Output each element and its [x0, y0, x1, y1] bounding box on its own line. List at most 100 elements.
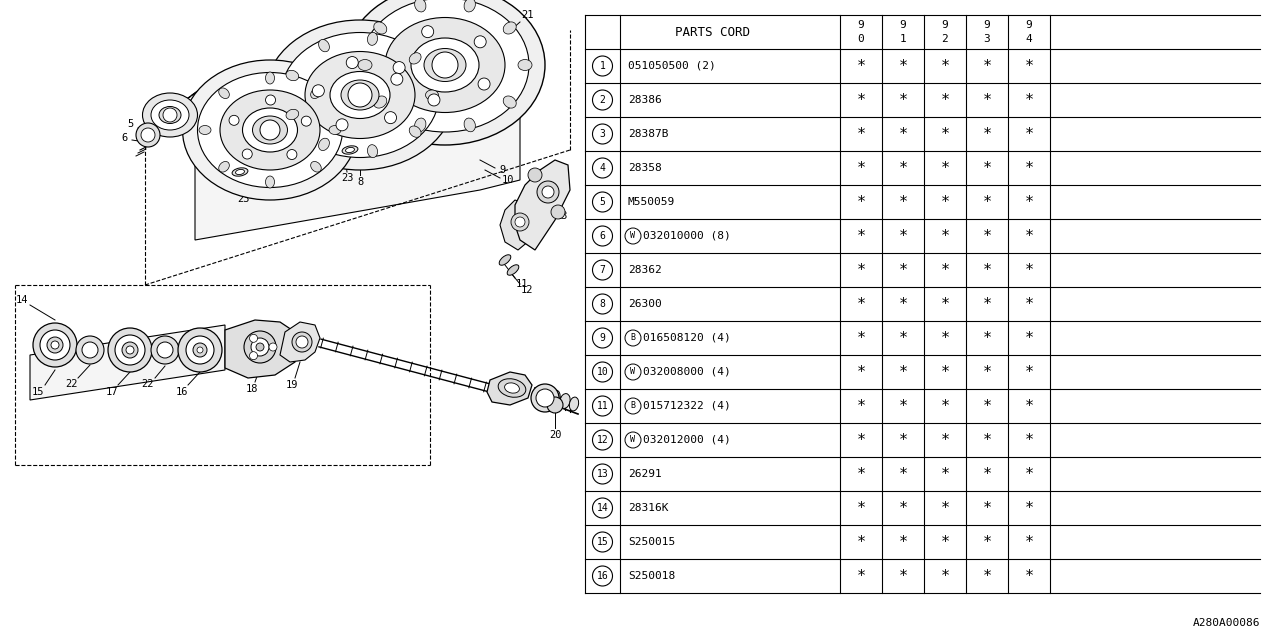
Text: *: * [899, 58, 908, 74]
Polygon shape [486, 372, 532, 405]
Text: 6: 6 [599, 231, 605, 241]
Text: S250018: S250018 [628, 571, 676, 581]
Text: 9: 9 [942, 20, 948, 30]
Circle shape [40, 330, 70, 360]
Circle shape [547, 397, 563, 413]
Circle shape [393, 61, 404, 74]
Text: M550059: M550059 [628, 197, 676, 207]
Text: 16: 16 [175, 387, 188, 397]
Text: *: * [1024, 330, 1033, 346]
Text: *: * [941, 365, 950, 380]
Circle shape [390, 73, 403, 85]
Ellipse shape [319, 138, 329, 150]
Ellipse shape [285, 109, 298, 120]
Text: 15: 15 [596, 537, 608, 547]
Circle shape [125, 346, 134, 354]
Text: 1: 1 [599, 61, 605, 71]
Text: *: * [1024, 58, 1033, 74]
Text: *: * [856, 500, 865, 515]
Text: 22: 22 [65, 379, 78, 389]
Circle shape [229, 115, 239, 125]
Text: 4: 4 [195, 92, 201, 102]
Circle shape [529, 168, 541, 182]
Ellipse shape [498, 379, 526, 397]
Ellipse shape [242, 108, 297, 152]
Text: 19: 19 [285, 380, 298, 390]
Text: 016508120 (4): 016508120 (4) [643, 333, 731, 343]
Text: 7: 7 [266, 121, 273, 131]
Ellipse shape [559, 394, 570, 408]
Text: 28358: 28358 [628, 163, 662, 173]
Text: 015712322 (4): 015712322 (4) [643, 401, 731, 411]
Text: 9: 9 [599, 333, 605, 343]
Text: 10: 10 [596, 367, 608, 377]
Circle shape [136, 123, 160, 147]
Circle shape [115, 335, 145, 365]
Text: *: * [899, 296, 908, 312]
Ellipse shape [415, 0, 426, 12]
Text: 9: 9 [900, 20, 906, 30]
Ellipse shape [219, 88, 229, 99]
Circle shape [511, 213, 529, 231]
Circle shape [384, 111, 397, 124]
Ellipse shape [411, 38, 479, 92]
Text: *: * [856, 467, 865, 481]
Text: 3: 3 [599, 129, 605, 139]
Circle shape [348, 83, 372, 107]
Text: *: * [899, 228, 908, 243]
Text: *: * [941, 534, 950, 550]
Text: 14: 14 [15, 295, 28, 305]
Circle shape [541, 186, 554, 198]
Text: *: * [983, 127, 992, 141]
Text: *: * [983, 58, 992, 74]
Text: 28316K: 28316K [628, 503, 668, 513]
Text: 9: 9 [1025, 20, 1033, 30]
Ellipse shape [550, 390, 561, 406]
Circle shape [108, 328, 152, 372]
Circle shape [186, 336, 214, 364]
Ellipse shape [425, 90, 439, 100]
Text: *: * [856, 433, 865, 447]
Text: *: * [941, 467, 950, 481]
Text: *: * [899, 534, 908, 550]
Text: 0: 0 [858, 34, 864, 44]
Text: *: * [941, 568, 950, 584]
Text: 11: 11 [596, 401, 608, 411]
Text: *: * [941, 433, 950, 447]
Text: 12: 12 [596, 435, 608, 445]
Circle shape [428, 94, 440, 106]
Text: 2: 2 [599, 95, 605, 105]
Ellipse shape [361, 0, 529, 132]
Circle shape [477, 78, 490, 90]
Circle shape [51, 341, 59, 349]
Circle shape [242, 149, 252, 159]
Text: 26300: 26300 [628, 299, 662, 309]
Text: *: * [1024, 500, 1033, 515]
Ellipse shape [346, 0, 545, 145]
Text: 8: 8 [357, 177, 364, 187]
Text: *: * [941, 262, 950, 278]
Ellipse shape [504, 383, 520, 393]
Text: 22: 22 [142, 379, 155, 389]
Ellipse shape [197, 72, 343, 188]
Text: 16: 16 [596, 571, 608, 581]
Text: *: * [899, 127, 908, 141]
Text: *: * [983, 467, 992, 481]
Text: *: * [941, 195, 950, 209]
Ellipse shape [374, 96, 387, 108]
Text: 2: 2 [942, 34, 948, 44]
Circle shape [193, 343, 207, 357]
Ellipse shape [319, 40, 329, 52]
Text: *: * [856, 228, 865, 243]
Text: *: * [941, 296, 950, 312]
Polygon shape [195, 110, 520, 240]
Text: *: * [856, 399, 865, 413]
Text: S250015: S250015 [628, 537, 676, 547]
Ellipse shape [507, 265, 518, 275]
Polygon shape [225, 320, 294, 378]
Text: *: * [983, 93, 992, 108]
Circle shape [251, 338, 269, 356]
Ellipse shape [518, 60, 532, 70]
Text: 17: 17 [106, 387, 118, 397]
Ellipse shape [305, 51, 415, 138]
